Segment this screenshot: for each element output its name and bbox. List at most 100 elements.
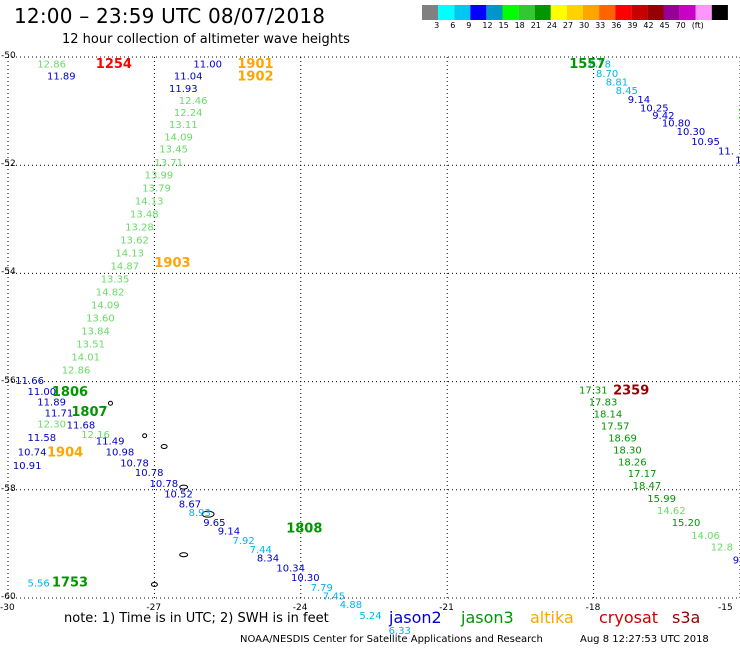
latitude-tick-label: -58 xyxy=(1,483,16,494)
swh-value-label: 1 xyxy=(735,155,740,166)
swh-value-label: 15.20 xyxy=(672,518,701,529)
swh-labels: 12.8611.8911.0011.0411.9312.4612.2413.11… xyxy=(13,60,740,637)
swh-value-label: 12.46 xyxy=(179,96,208,107)
swh-value-label: 13.60 xyxy=(86,313,115,324)
swh-value-label: 13.28 xyxy=(125,223,154,234)
island-outline xyxy=(150,581,158,587)
pass-time-label: 1808 xyxy=(286,521,322,536)
color-swatch xyxy=(711,5,728,20)
swh-value-label: 13.71 xyxy=(154,158,183,169)
swh-value-label: 14.09 xyxy=(164,133,193,144)
swh-value-label: 13.79 xyxy=(142,184,171,195)
swh-value-label: 14.62 xyxy=(657,506,686,517)
swh-value-label: 11.49 xyxy=(96,437,125,448)
color-scale-label: 21 xyxy=(530,21,541,30)
islands xyxy=(107,400,215,587)
color-scale-label: 33 xyxy=(595,21,606,30)
credit-timestamp: Aug 8 12:27:53 UTC 2018 xyxy=(580,634,709,645)
swh-value-label: 9. xyxy=(733,556,740,567)
swh-value-label: 8.81 xyxy=(606,78,628,89)
color-scale-label: 24 xyxy=(546,21,557,30)
island-outline xyxy=(179,552,189,558)
color-swatch xyxy=(599,5,616,20)
swh-value-label: 12.86 xyxy=(62,365,91,376)
swh-value-label: 14.01 xyxy=(71,352,100,363)
color-swatch xyxy=(583,5,600,20)
swh-value-label: 12.24 xyxy=(174,108,203,119)
swh-value-label: 11. xyxy=(718,147,734,158)
color-scale-label: 45 xyxy=(659,21,670,30)
swh-value-label: 7.45 xyxy=(323,591,345,602)
swh-value-label: 13.84 xyxy=(81,326,110,337)
swh-value-label: 17.31 xyxy=(579,385,608,396)
island-outline xyxy=(107,400,113,406)
swh-value-label: 18.14 xyxy=(594,410,623,421)
color-scale-label: 70 xyxy=(675,21,686,30)
latitude-tick-label: -50 xyxy=(1,51,16,61)
legend-entry-jason2: jason2 xyxy=(389,608,442,627)
grid-lines xyxy=(7,56,740,599)
swh-value-label: 4.88 xyxy=(340,600,362,611)
legend-entry-cryosat: cryosat xyxy=(599,608,659,627)
color-swatch xyxy=(486,5,503,20)
longitude-tick-label: -18 xyxy=(585,603,601,613)
longitude-tick-label: -21 xyxy=(439,603,454,613)
swh-value-label: 13.35 xyxy=(101,274,130,285)
color-scale-bar xyxy=(422,5,728,20)
color-scale-label: 18 xyxy=(514,21,525,30)
latitude-tick-label: -60 xyxy=(1,592,16,602)
swh-value-label: 17.17 xyxy=(628,469,657,480)
swh-value-label: 12.8 xyxy=(711,543,733,554)
swh-value-label: 7.92 xyxy=(233,536,255,547)
swh-value-label: 9.65 xyxy=(203,518,225,529)
swh-value-label: 10.91 xyxy=(13,461,42,472)
swh-value-label: 10.52 xyxy=(164,490,193,501)
swh-value-label: 10.30 xyxy=(291,573,320,584)
swh-value-label: 11.68 xyxy=(67,421,96,432)
swh-value-label: 11.71 xyxy=(45,409,74,420)
color-swatch xyxy=(663,5,680,20)
page-title: 12:00 – 23:59 UTC 08/07/2018 xyxy=(14,4,326,28)
color-scale-label: 3 xyxy=(434,21,440,30)
swh-value-label: 8.78 xyxy=(589,60,611,71)
page-subtitle: 12 hour collection of altimeter wave hei… xyxy=(62,32,350,47)
color-scale-label: 12 xyxy=(482,21,493,30)
longitude-tick-label: -24 xyxy=(292,603,308,613)
color-swatch xyxy=(647,5,664,20)
credit-text: NOAA/NESDIS Center for Satellite Applica… xyxy=(240,634,543,645)
pass-time-label: 2359 xyxy=(613,383,649,398)
pass-time-label: 1901 xyxy=(237,57,273,72)
pass-time-label: 1807 xyxy=(71,405,107,420)
swh-value-label: 13.45 xyxy=(159,145,188,156)
swh-value-label: 10.30 xyxy=(677,127,706,138)
color-swatch xyxy=(470,5,487,20)
swh-value-label: 12.30 xyxy=(37,419,66,430)
swh-value-label: 8.34 xyxy=(257,554,279,565)
color-swatch xyxy=(550,5,567,20)
pass-time-label: 1254 xyxy=(96,57,132,72)
swh-value-label: 14.87 xyxy=(111,261,140,272)
swh-value-label: 8.67 xyxy=(179,500,201,511)
color-swatch xyxy=(422,5,439,20)
swh-value-label: 11.58 xyxy=(28,433,57,444)
longitude-tick-label: -15 xyxy=(718,603,733,613)
swh-value-label: 10.78 xyxy=(120,458,149,469)
color-swatch xyxy=(695,5,712,20)
swh-value-label: 11.89 xyxy=(37,398,66,409)
swh-value-label: 5.24 xyxy=(359,611,381,622)
pass-time-label: 1902 xyxy=(237,70,273,85)
color-swatch xyxy=(679,5,696,20)
latitude-tick-label: -56 xyxy=(1,375,16,386)
latitude-tick-label: -52 xyxy=(1,159,16,170)
swh-value-label: 7.79 xyxy=(311,583,333,594)
swh-value-label: 11.04 xyxy=(174,72,203,83)
color-swatch xyxy=(631,5,648,20)
color-swatch xyxy=(438,5,455,20)
color-swatch xyxy=(566,5,583,20)
color-scale-label: 39 xyxy=(627,21,638,30)
island-outline xyxy=(142,433,148,439)
longitude-tick-label: -30 xyxy=(0,603,15,613)
swh-value-label: 11.93 xyxy=(169,84,198,95)
